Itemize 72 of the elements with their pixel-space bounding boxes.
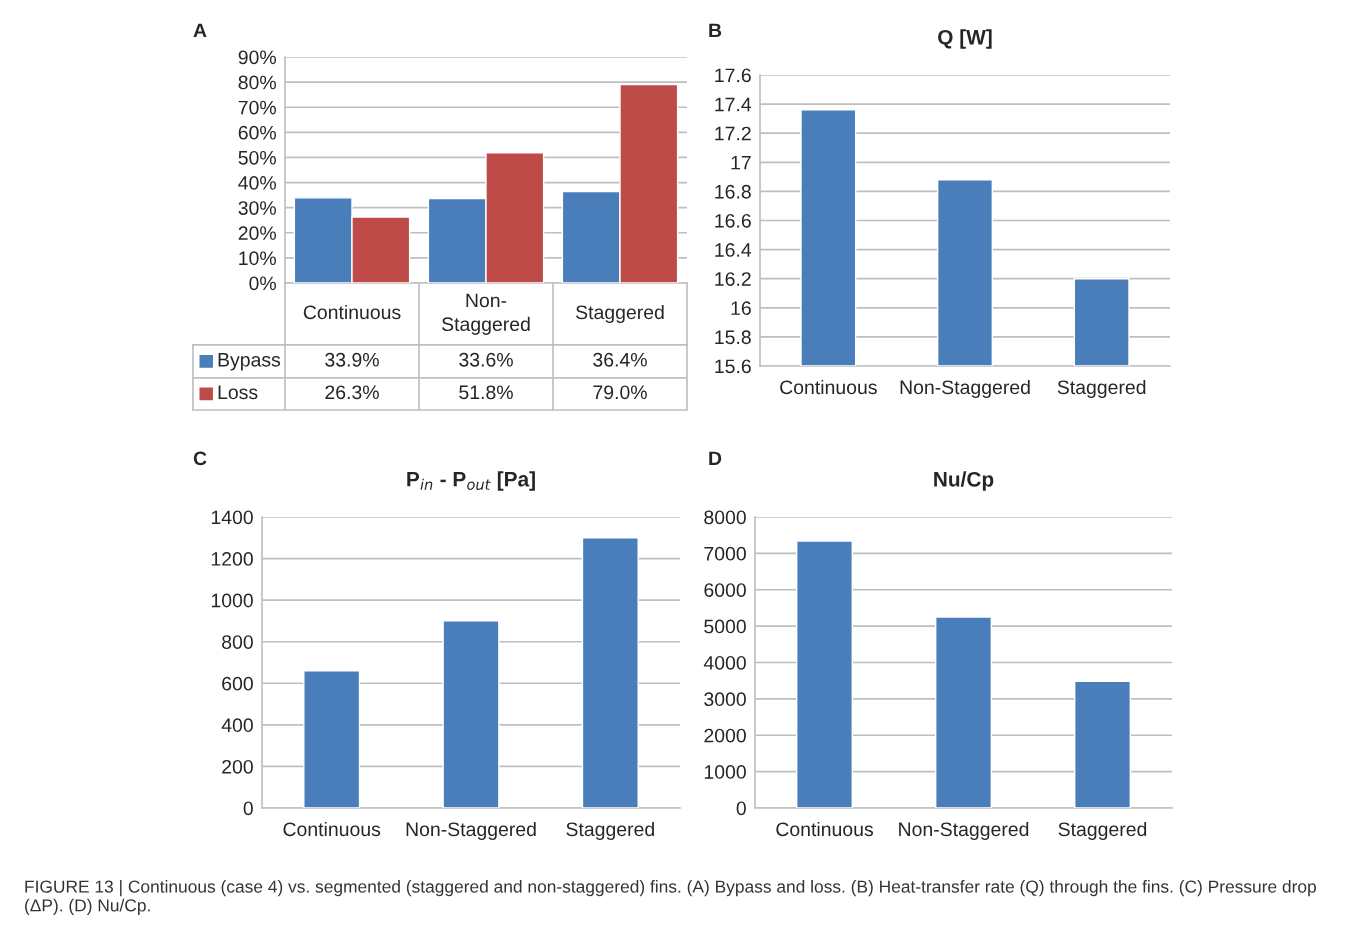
y-tick-label: 4000 [703, 655, 746, 670]
y-tick-label: 0% [249, 276, 276, 291]
bar [581, 537, 639, 808]
x-tick-label: Continuous [776, 821, 873, 837]
y-tick-label: 90% [238, 50, 276, 65]
y-tick-label: 70% [238, 100, 276, 115]
y-tick-label: 15.6 [715, 359, 751, 374]
y-tick-label: 30% [238, 201, 276, 215]
chart-title: Q [W] [938, 29, 992, 49]
x-tick-label: Staggered [576, 304, 664, 324]
x-tick-label: Non-Staggered [899, 821, 1029, 841]
y-tick-label: 600 [222, 676, 253, 691]
y-tick-label: 80% [238, 75, 276, 90]
y-tick-label: 3000 [704, 692, 746, 707]
x-tick-label: Staggered [1058, 821, 1147, 841]
y-tick-label: 15.8 [715, 330, 751, 345]
data-label: 36.4% [593, 352, 647, 367]
chart-title: Nu/Cp [934, 471, 994, 491]
y-tick-label: 1400 [211, 510, 253, 525]
y-tick-label: 60% [238, 125, 276, 140]
y-tick-label: 17.2 [715, 126, 751, 141]
y-tick-label: 400 [221, 718, 253, 733]
x-tick-label: Staggered [1057, 379, 1146, 399]
y-tick-label: 17.6 [715, 68, 751, 83]
y-tick-label: 800 [222, 635, 253, 649]
y-tick-label: 1000 [704, 765, 746, 779]
bar [303, 670, 361, 808]
data-label: 33.6% [459, 352, 513, 367]
y-tick-label: 16.6 [715, 213, 751, 228]
data-label: 51.8% [459, 385, 513, 400]
bar [796, 540, 853, 808]
y-tick-label: 10% [239, 251, 276, 266]
text: B [709, 23, 722, 38]
x-tick-label: Continuous [780, 379, 877, 395]
y-tick-label: 2000 [704, 728, 746, 743]
chart-title: P$_{in}$ - P$_{out}$ [Pa] [407, 471, 535, 491]
y-tick-label: 5000 [704, 619, 746, 634]
x-tick-label: Continuous [303, 304, 401, 320]
caption: FIGURE 13 | Continuous (case 4) vs. segmented (staggered and non-staggered) fins. (A) Bypass and loss. (B) Heat-transfer rate (Q) through the fins. (C) Pressure drop (ΔP). (D) Nu/Cp. [25, 880, 1316, 915]
y-tick-label: 16.2 [715, 272, 751, 286]
bar [442, 620, 500, 808]
y-tick-label: 50% [238, 150, 276, 165]
y-tick-label: 16.8 [715, 184, 751, 199]
y-tick-label: 0 [243, 801, 253, 816]
y-tick-label: 6000 [704, 583, 746, 597]
data-label: 33.9% [325, 352, 379, 367]
data-label: 26.3% [325, 385, 379, 400]
y-tick-label: 17.4 [715, 97, 752, 112]
y-tick-label: 16.4 [715, 243, 752, 257]
x-tick-label: Staggered [566, 821, 654, 841]
y-tick-label: 16 [731, 301, 751, 316]
y-tick-label: 1200 [211, 552, 253, 566]
x-tick-label: Non- Staggered [442, 293, 530, 335]
y-tick-label: 200 [222, 759, 253, 774]
text: D [709, 451, 722, 466]
bar [1074, 680, 1131, 808]
text: C [193, 451, 207, 466]
y-tick-label: 1000 [211, 593, 253, 608]
x-tick-label: Continuous [283, 821, 381, 837]
legend-label: Bypass [218, 353, 281, 371]
x-tick-label: Non-Staggered [406, 821, 536, 841]
y-tick-label: 40% [238, 176, 276, 190]
data-label: 79.0% [593, 385, 647, 400]
y-tick-label: 8000 [704, 510, 746, 525]
y-tick-label: 0 [736, 801, 746, 816]
legend-label: Loss [218, 385, 258, 400]
y-tick-label: 20% [238, 226, 276, 241]
bar [935, 616, 992, 808]
y-tick-label: 7000 [704, 546, 746, 561]
text: A [193, 23, 207, 38]
x-tick-label: Non-Staggered [900, 379, 1030, 399]
y-tick-label: 17 [731, 155, 751, 170]
